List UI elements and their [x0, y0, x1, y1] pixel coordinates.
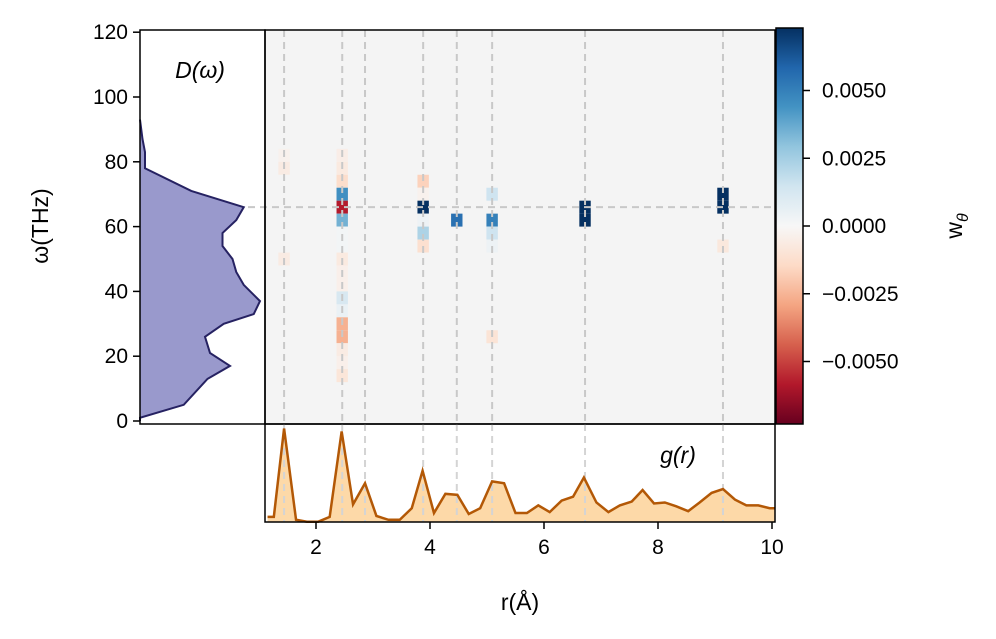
heatmap-cell — [579, 213, 591, 227]
y-tick-label: 20 — [105, 345, 128, 368]
colorbar-label-main: w — [941, 222, 967, 240]
colorbar — [775, 27, 804, 425]
heatmap-cell — [336, 213, 348, 227]
heatmap-cell — [336, 174, 348, 188]
colorbar-ticks: 0.0050 0.0025 0.0000 −0.0025 −0.0050 — [803, 80, 899, 374]
heatmap-cell — [417, 200, 429, 214]
heatmap-cell — [417, 174, 429, 188]
colorbar-tick-label: 0.0000 — [822, 215, 886, 238]
heatmap-cell — [336, 226, 348, 240]
dos-label: D(ω) — [175, 57, 225, 83]
y-tick-label: 100 — [93, 86, 128, 109]
reference-lines — [140, 30, 775, 424]
gr-area — [267, 428, 775, 522]
colorbar-label: wθ — [941, 213, 972, 240]
heatmap-cell — [417, 213, 429, 227]
dos-panel — [139, 119, 262, 422]
gr-label: g(r) — [660, 442, 696, 468]
colorbar-tick-label: −0.0025 — [822, 283, 899, 306]
colorbar-label-subscript: θ — [955, 213, 972, 222]
y-axis-label: ω(THz) — [27, 188, 53, 263]
heatmap-background — [265, 30, 775, 424]
y-tick-label: 0 — [116, 410, 128, 433]
dos-line — [139, 119, 262, 421]
x-axis-label: r(Å) — [501, 588, 539, 615]
heatmap-cell — [486, 187, 498, 201]
heatmap-cell — [336, 356, 348, 370]
colorbar-tick-label: 0.0025 — [822, 147, 886, 170]
dos-area — [140, 119, 260, 422]
heatmap-cell — [486, 213, 498, 227]
y-axis-ticks: 0 20 40 60 80 100 120 — [93, 21, 140, 433]
x-tick-label: 10 — [760, 536, 783, 559]
heatmap-cell — [451, 213, 463, 227]
x-tick-label: 6 — [538, 536, 550, 559]
heatmap-cell — [336, 369, 348, 383]
heatmap-cell — [717, 187, 729, 201]
x-tick-label: 4 — [424, 536, 436, 559]
x-tick-label: 2 — [310, 536, 322, 559]
heatmap-cell — [417, 226, 429, 240]
y-tick-label: 80 — [105, 151, 128, 174]
gr-panel — [267, 424, 775, 523]
gr-line — [267, 428, 775, 523]
heatmap-cell — [417, 187, 429, 201]
heatmap-cell — [486, 226, 498, 240]
heatmap-cell — [336, 343, 348, 357]
y-tick-label: 120 — [93, 21, 128, 44]
heatmap-cell — [336, 200, 348, 214]
heatmap-cell — [336, 187, 348, 201]
y-tick-label: 40 — [105, 280, 128, 303]
colorbar-tick-label: 0.0050 — [822, 80, 886, 103]
x-tick-label: 8 — [652, 536, 664, 559]
colorbar-tick-label: −0.0050 — [822, 351, 899, 374]
gr-frame — [264, 423, 776, 523]
x-axis-ticks: 2 4 6 8 10 — [310, 522, 784, 559]
y-tick-label: 60 — [105, 216, 128, 239]
